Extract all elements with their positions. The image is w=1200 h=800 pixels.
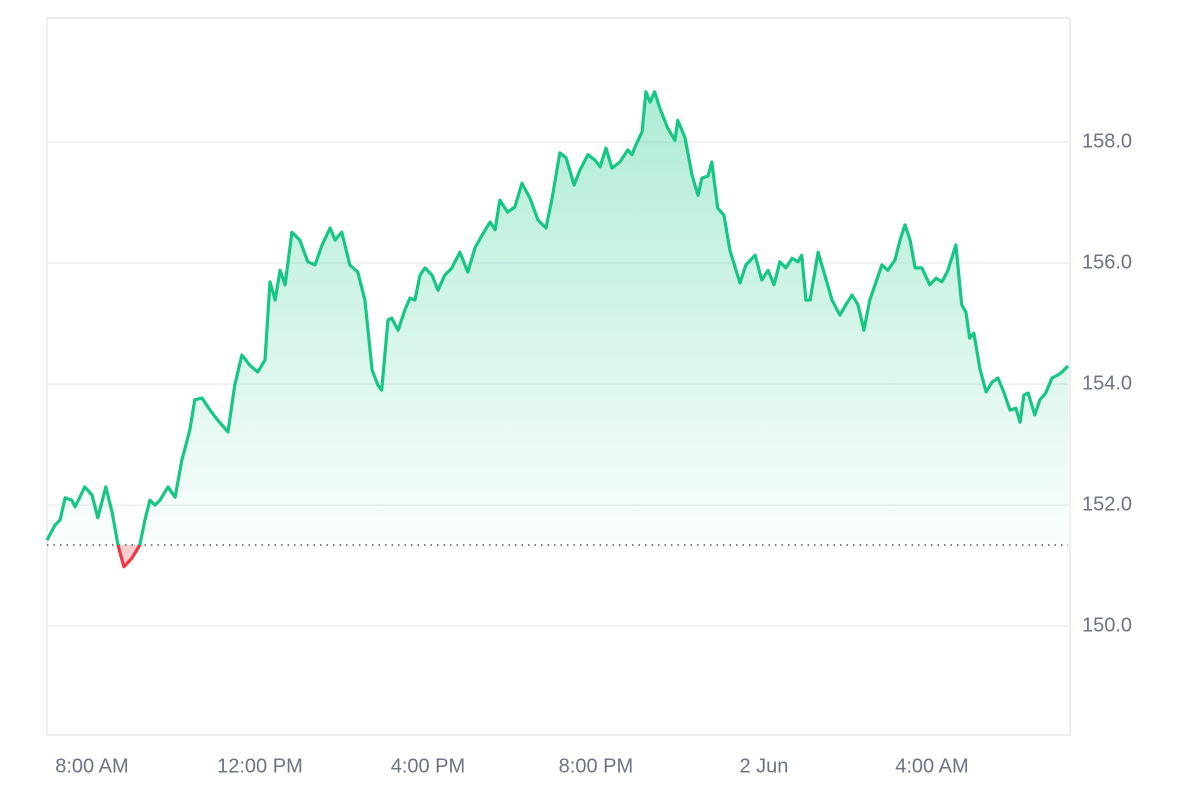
x-tick-label: 8:00 PM bbox=[559, 755, 633, 777]
plot-frame bbox=[46, 17, 1071, 736]
x-tick-label: 2 Jun bbox=[739, 755, 788, 777]
x-tick-label: 8:00 AM bbox=[55, 755, 128, 777]
price-line bbox=[45, 90, 1070, 569]
x-tick-label: 4:00 PM bbox=[391, 755, 465, 777]
price-area bbox=[47, 91, 1068, 567]
x-tick-label: 12:00 PM bbox=[217, 755, 303, 777]
y-tick-label: 156.0 bbox=[1082, 251, 1132, 273]
x-tick-label: 4:00 AM bbox=[895, 755, 968, 777]
y-tick-label: 158.0 bbox=[1082, 130, 1132, 152]
y-tick-label: 152.0 bbox=[1082, 493, 1132, 515]
y-tick-label: 154.0 bbox=[1082, 372, 1132, 394]
y-tick-label: 150.0 bbox=[1082, 614, 1132, 636]
